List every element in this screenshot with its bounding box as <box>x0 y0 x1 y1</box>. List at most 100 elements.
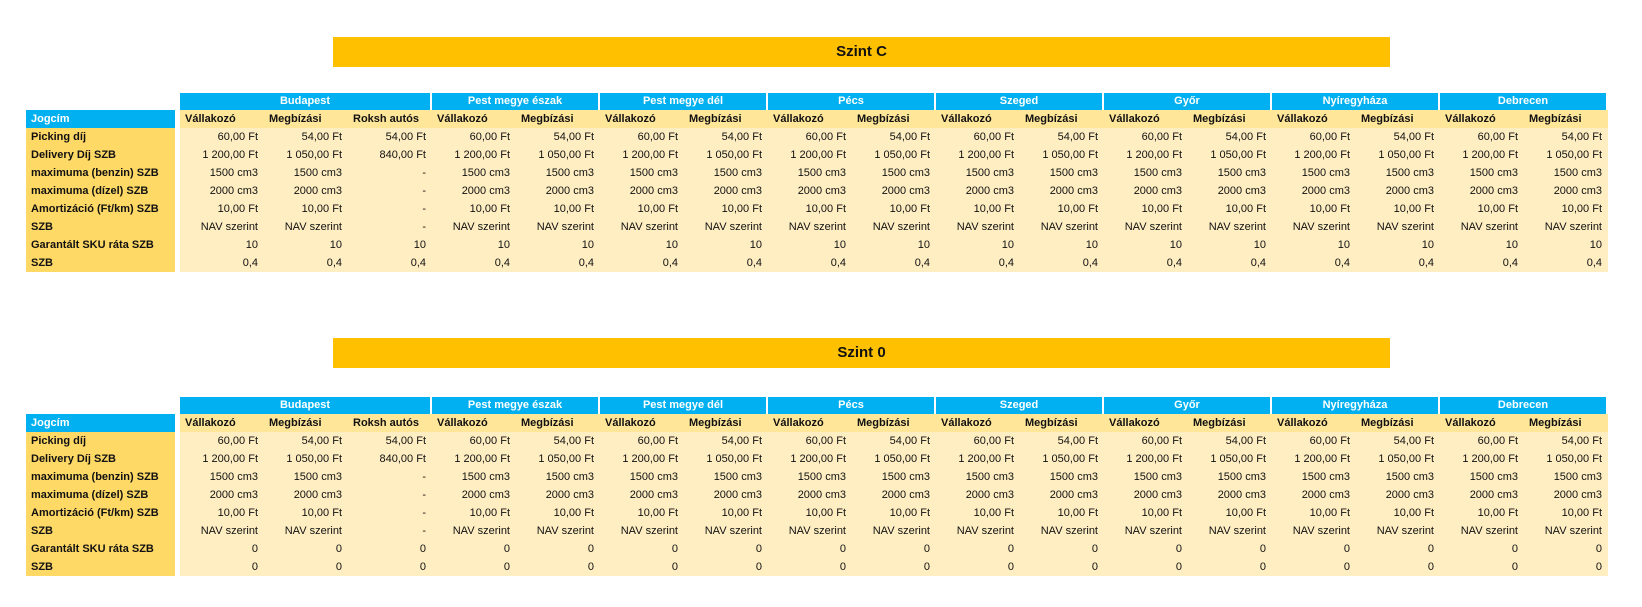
table-cell[interactable]: 0 <box>264 540 348 558</box>
table-cell[interactable]: - <box>348 182 432 200</box>
table-cell[interactable]: 1500 cm3 <box>1104 468 1188 486</box>
row-label-cell[interactable]: Garantált SKU ráta SZB <box>26 236 175 254</box>
row-label-cell[interactable]: Delivery Díj SZB <box>26 146 175 164</box>
table-cell[interactable]: 60,00 Ft <box>432 432 516 450</box>
table-cell[interactable]: 10,00 Ft <box>1356 504 1440 522</box>
table-cell[interactable]: 1 200,00 Ft <box>432 146 516 164</box>
table-cell[interactable]: 1 050,00 Ft <box>1356 450 1440 468</box>
table-cell[interactable]: 10,00 Ft <box>1524 504 1608 522</box>
table-cell[interactable]: 0 <box>684 558 768 576</box>
corner-cell-jogcim[interactable]: Jogcím <box>26 414 175 432</box>
city-header-cell[interactable]: Nyíregyháza <box>1272 397 1440 414</box>
table-cell[interactable]: 1500 cm3 <box>1272 468 1356 486</box>
table-cell[interactable]: 2000 cm3 <box>684 486 768 504</box>
table-cell[interactable]: 1500 cm3 <box>852 164 936 182</box>
table-cell[interactable]: 0 <box>1272 540 1356 558</box>
subheader-cell[interactable]: Roksh autós <box>348 414 432 432</box>
table-cell[interactable]: 1500 cm3 <box>516 468 600 486</box>
table-cell[interactable]: 1500 cm3 <box>432 468 516 486</box>
subheader-cell[interactable]: Megbízási <box>516 110 600 128</box>
table-cell[interactable]: 0 <box>180 540 264 558</box>
table-cell[interactable]: - <box>348 468 432 486</box>
city-header-cell[interactable]: Pécs <box>768 93 936 110</box>
row-label-cell[interactable]: SZB <box>26 522 175 540</box>
subheader-cell[interactable]: Megbízási <box>1356 110 1440 128</box>
table-cell[interactable]: 0,4 <box>1356 254 1440 272</box>
table-cell[interactable]: 10,00 Ft <box>516 200 600 218</box>
table-cell[interactable]: 54,00 Ft <box>684 128 768 146</box>
subheader-cell[interactable]: Megbízási <box>1188 110 1272 128</box>
table-cell[interactable]: 1500 cm3 <box>936 468 1020 486</box>
table-cell[interactable]: 10 <box>432 236 516 254</box>
table-cell[interactable]: NAV szerint <box>768 218 852 236</box>
table-cell[interactable]: 54,00 Ft <box>1020 432 1104 450</box>
table-cell[interactable]: 1500 cm3 <box>1020 164 1104 182</box>
table-cell[interactable]: 10,00 Ft <box>852 200 936 218</box>
row-label-cell[interactable]: maximuma (dízel) SZB <box>26 486 175 504</box>
row-label-cell[interactable]: SZB <box>26 558 175 576</box>
table-cell[interactable]: 60,00 Ft <box>768 432 852 450</box>
table-cell[interactable]: 1 050,00 Ft <box>264 450 348 468</box>
table-cell[interactable]: 0 <box>1440 558 1524 576</box>
table-cell[interactable]: 1 050,00 Ft <box>1524 450 1608 468</box>
row-label-cell[interactable]: maximuma (benzin) SZB <box>26 468 175 486</box>
subheader-cell[interactable]: Megbízási <box>852 110 936 128</box>
table-cell[interactable]: NAV szerint <box>180 218 264 236</box>
table-cell[interactable]: 1 200,00 Ft <box>936 146 1020 164</box>
table-cell[interactable]: 10 <box>1356 236 1440 254</box>
subheader-cell[interactable]: Vállakozó <box>1104 414 1188 432</box>
table-cell[interactable]: 0 <box>1356 540 1440 558</box>
city-header-cell[interactable]: Pest megye dél <box>600 93 768 110</box>
table-cell[interactable]: 54,00 Ft <box>516 432 600 450</box>
city-header-cell[interactable]: Szeged <box>936 93 1104 110</box>
row-label-cell[interactable]: maximuma (dízel) SZB <box>26 182 175 200</box>
table-cell[interactable]: 1 050,00 Ft <box>684 450 768 468</box>
table-cell[interactable]: 1500 cm3 <box>684 468 768 486</box>
table-cell[interactable]: 1500 cm3 <box>1524 164 1608 182</box>
table-cell[interactable]: 2000 cm3 <box>1188 486 1272 504</box>
table-cell[interactable]: 2000 cm3 <box>1188 182 1272 200</box>
subheader-cell[interactable]: Vállakozó <box>1440 414 1524 432</box>
table-cell[interactable]: NAV szerint <box>936 522 1020 540</box>
table-cell[interactable]: 2000 cm3 <box>852 182 936 200</box>
table-cell[interactable]: 1500 cm3 <box>1104 164 1188 182</box>
table-cell[interactable]: 0 <box>768 558 852 576</box>
subheader-cell[interactable]: Megbízási <box>1524 110 1608 128</box>
table-cell[interactable]: 54,00 Ft <box>684 432 768 450</box>
table-cell[interactable]: 0 <box>1272 558 1356 576</box>
table-cell[interactable]: 2000 cm3 <box>1104 486 1188 504</box>
row-label-cell[interactable]: Amortizáció (Ft/km) SZB <box>26 200 175 218</box>
table-cell[interactable]: NAV szerint <box>1020 522 1104 540</box>
city-header-cell[interactable]: Szeged <box>936 397 1104 414</box>
city-header-cell[interactable]: Budapest <box>180 93 432 110</box>
table-cell[interactable]: 10,00 Ft <box>516 504 600 522</box>
table-cell[interactable]: 10 <box>180 236 264 254</box>
table-cell[interactable]: 10 <box>600 236 684 254</box>
table-cell[interactable]: NAV szerint <box>1188 522 1272 540</box>
table-cell[interactable]: 10 <box>936 236 1020 254</box>
table-cell[interactable]: 10,00 Ft <box>1020 200 1104 218</box>
table-cell[interactable]: 1 050,00 Ft <box>516 146 600 164</box>
table-cell[interactable]: 0,4 <box>1272 254 1356 272</box>
table-cell[interactable]: 10 <box>1272 236 1356 254</box>
table-cell[interactable]: 2000 cm3 <box>1524 182 1608 200</box>
subheader-cell[interactable]: Megbízási <box>1020 110 1104 128</box>
subheader-cell[interactable]: Megbízási <box>264 110 348 128</box>
table-cell[interactable]: - <box>348 486 432 504</box>
table-cell[interactable]: 1500 cm3 <box>180 164 264 182</box>
table-cell[interactable]: 0,4 <box>852 254 936 272</box>
subheader-cell[interactable]: Vállakozó <box>180 110 264 128</box>
table-cell[interactable]: 10 <box>852 236 936 254</box>
row-label-cell[interactable]: Delivery Díj SZB <box>26 450 175 468</box>
table-cell[interactable]: 54,00 Ft <box>852 432 936 450</box>
table-cell[interactable]: 60,00 Ft <box>600 432 684 450</box>
table-cell[interactable]: 1 050,00 Ft <box>516 450 600 468</box>
table-cell[interactable]: 10,00 Ft <box>1440 200 1524 218</box>
table-cell[interactable]: 60,00 Ft <box>180 128 264 146</box>
subheader-cell[interactable]: Megbízási <box>1020 414 1104 432</box>
table-cell[interactable]: NAV szerint <box>1104 218 1188 236</box>
table-cell[interactable]: 2000 cm3 <box>600 182 684 200</box>
table-cell[interactable]: 0 <box>264 558 348 576</box>
table-cell[interactable]: 1 200,00 Ft <box>1440 146 1524 164</box>
table-cell[interactable]: 0 <box>768 540 852 558</box>
